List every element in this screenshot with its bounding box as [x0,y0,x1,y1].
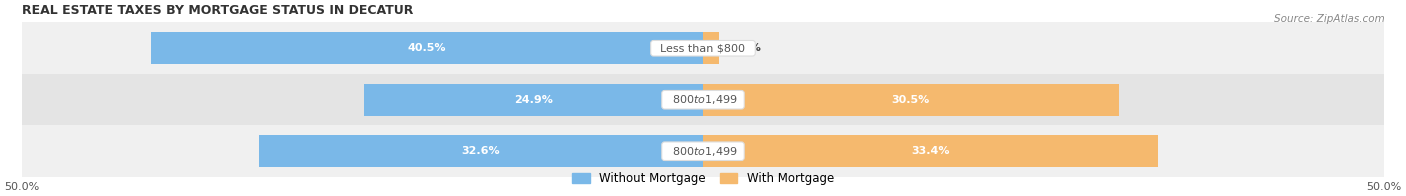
Text: REAL ESTATE TAXES BY MORTGAGE STATUS IN DECATUR: REAL ESTATE TAXES BY MORTGAGE STATUS IN … [21,4,413,17]
Text: 30.5%: 30.5% [891,95,929,105]
Bar [364,84,703,116]
Text: 40.5%: 40.5% [408,43,446,53]
Bar [21,23,1385,74]
Legend: Without Mortgage, With Mortgage: Without Mortgage, With Mortgage [567,167,839,190]
Text: Less than $800: Less than $800 [654,43,752,53]
Bar [259,135,703,167]
Text: Source: ZipAtlas.com: Source: ZipAtlas.com [1274,14,1385,24]
Bar [703,135,1159,167]
Text: $800 to $1,499: $800 to $1,499 [665,93,741,106]
Bar [152,32,703,64]
Bar [21,125,1385,177]
Text: 1.2%: 1.2% [730,43,761,53]
Text: 33.4%: 33.4% [911,146,950,156]
Text: 24.9%: 24.9% [515,95,553,105]
Text: 32.6%: 32.6% [461,146,501,156]
Text: $800 to $1,499: $800 to $1,499 [665,145,741,158]
Bar [21,74,1385,125]
Bar [703,32,720,64]
Bar [703,84,1119,116]
